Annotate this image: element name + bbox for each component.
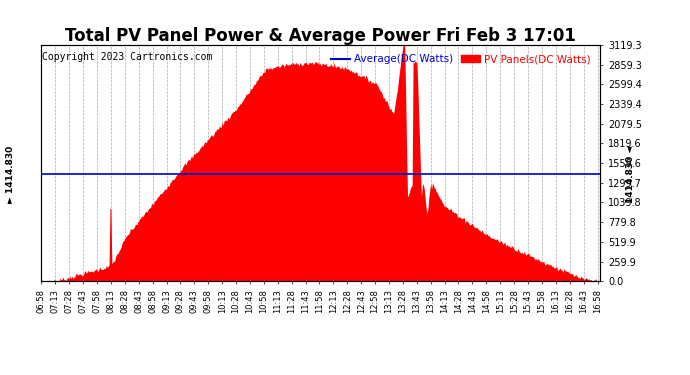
Legend: Average(DC Watts), PV Panels(DC Watts): Average(DC Watts), PV Panels(DC Watts)	[327, 50, 595, 69]
Text: Copyright 2023 Cartronics.com: Copyright 2023 Cartronics.com	[42, 52, 213, 62]
Title: Total PV Panel Power & Average Power Fri Feb 3 17:01: Total PV Panel Power & Average Power Fri…	[66, 27, 576, 45]
Text: 1414.830 ◄: 1414.830 ◄	[627, 146, 635, 203]
Text: ► 1414.830: ► 1414.830	[6, 146, 15, 203]
